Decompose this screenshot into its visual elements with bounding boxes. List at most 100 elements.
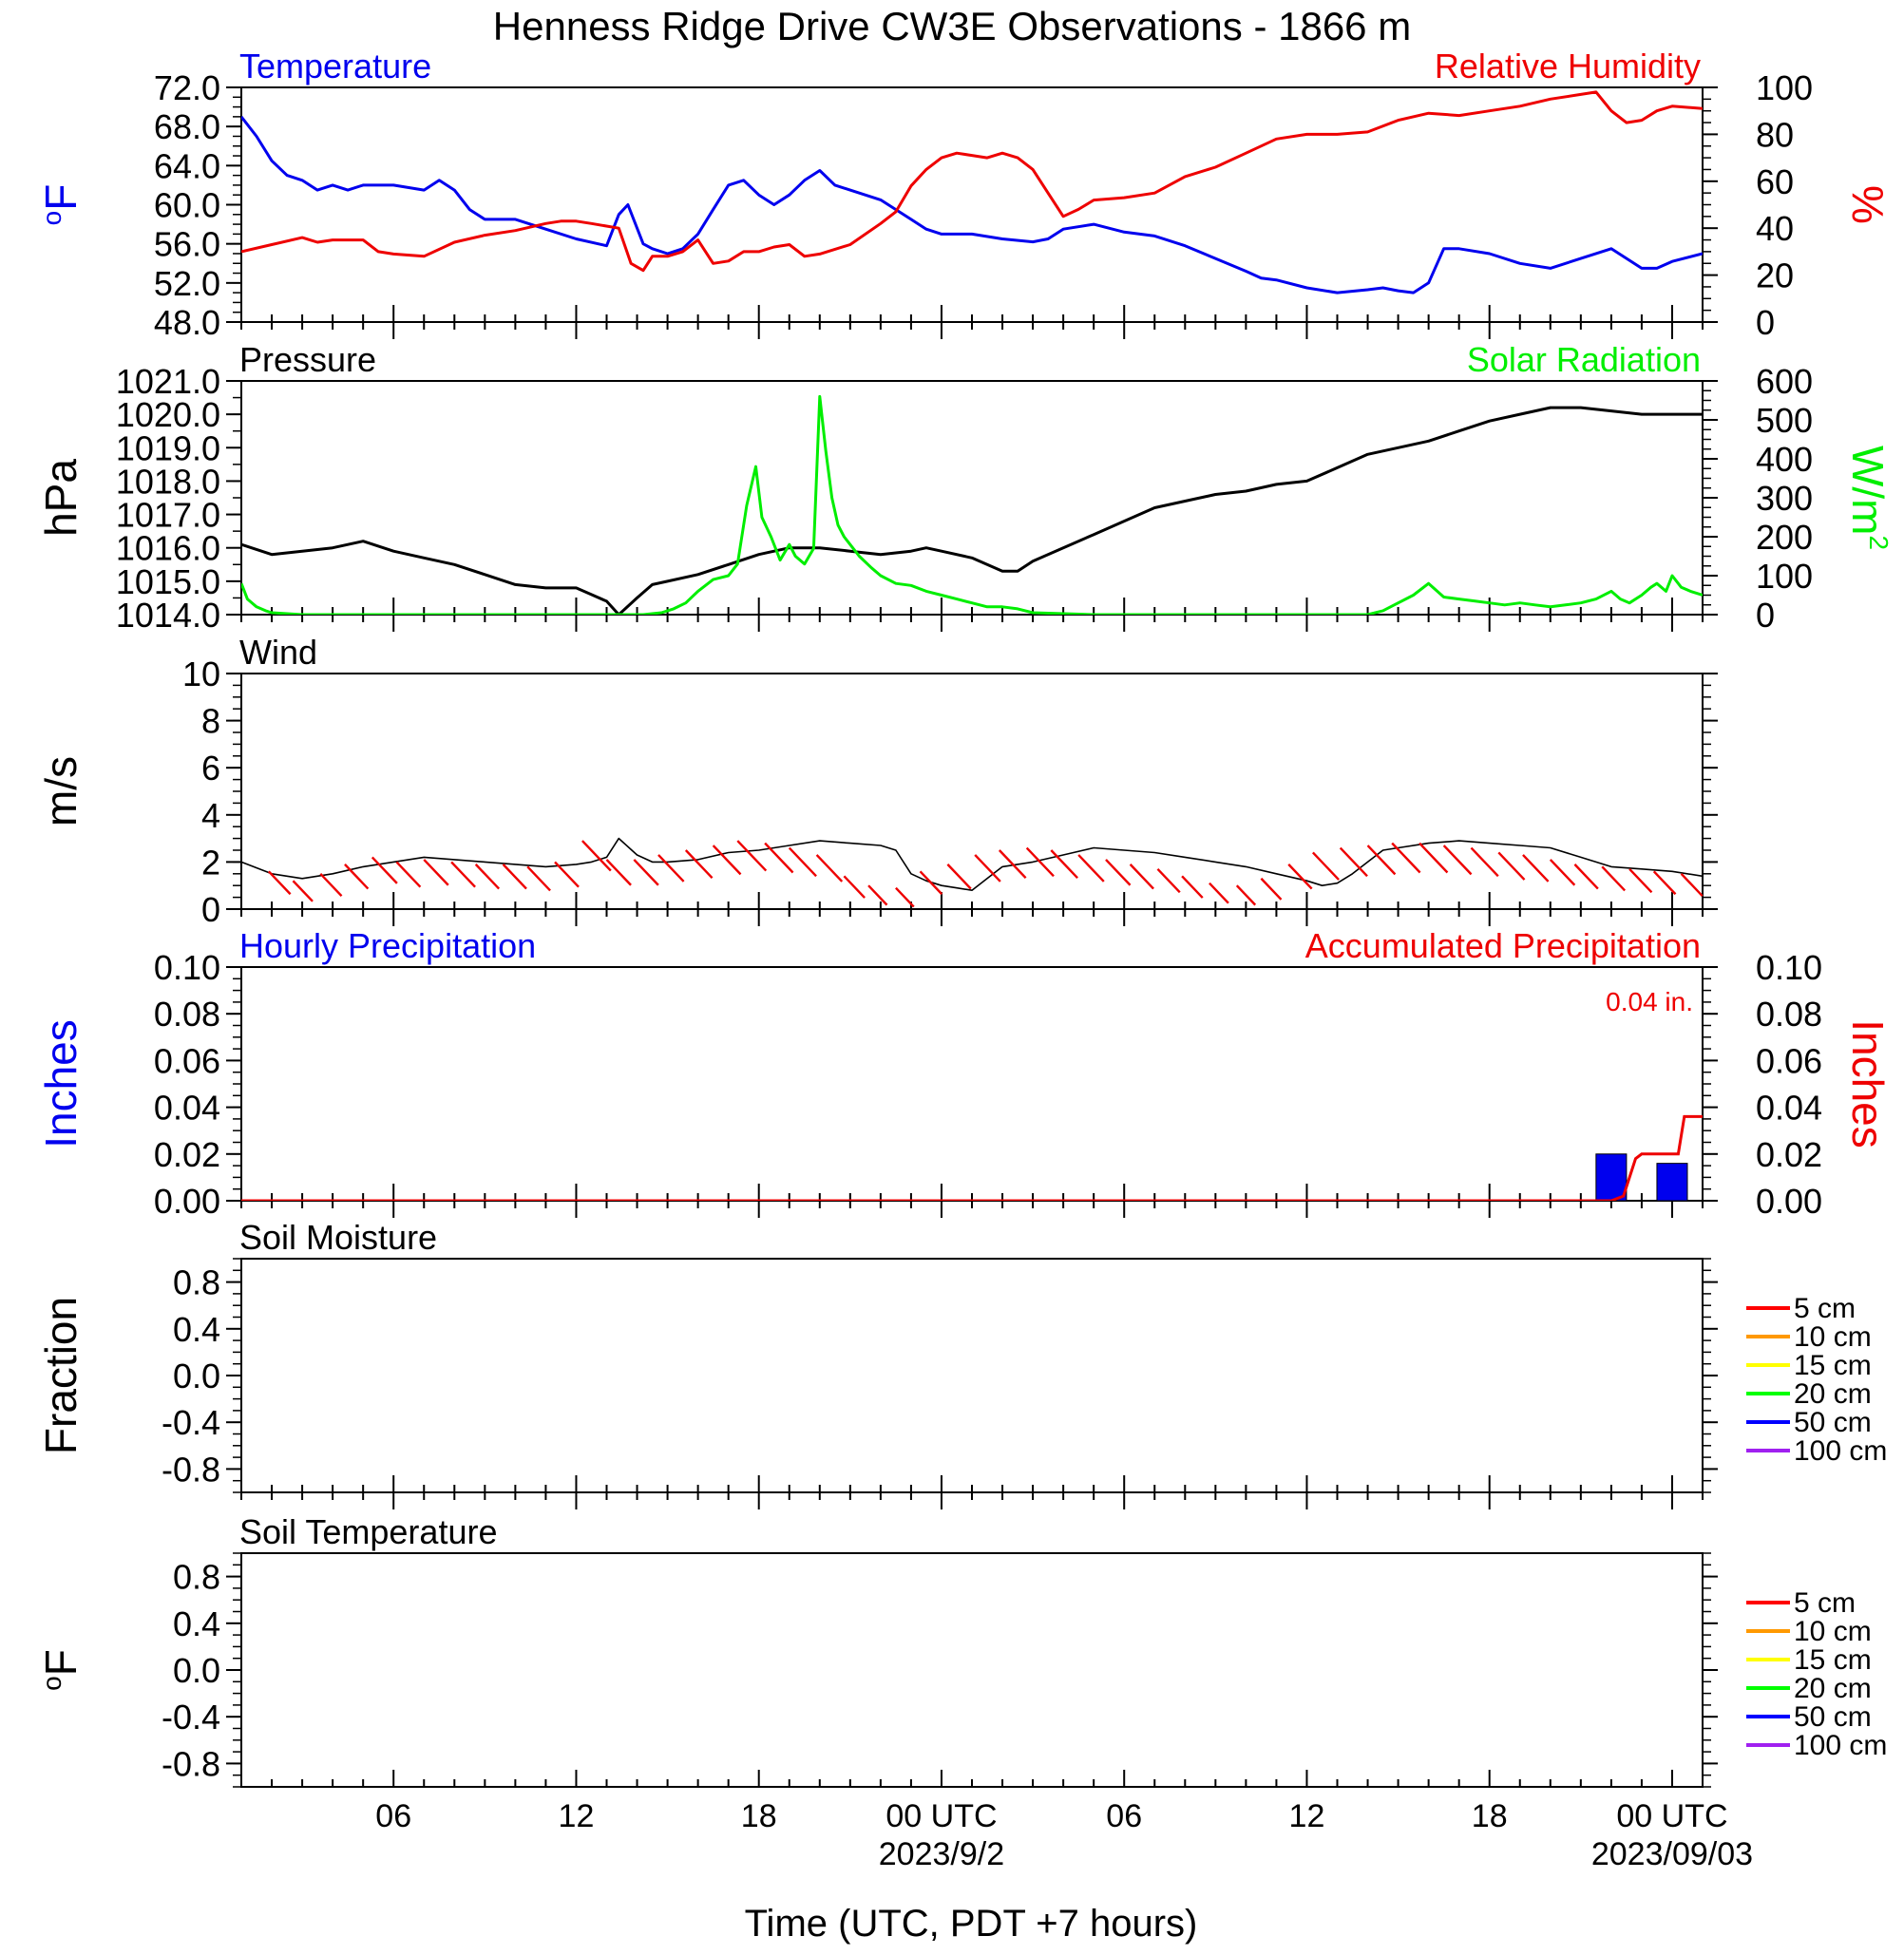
legend-label: 20 cm xyxy=(1794,1378,1872,1410)
wind-barb xyxy=(554,861,580,888)
wind-barb xyxy=(1105,859,1132,886)
panel-frame xyxy=(240,1258,1704,1493)
x-tick-label: 12 xyxy=(559,1798,595,1834)
y-unit-left: Inches xyxy=(36,1019,86,1148)
y-tick-label-right: 0.04 xyxy=(1756,1089,1822,1128)
x-date-label: 2023/09/03 xyxy=(1591,1836,1753,1872)
wind-barb xyxy=(946,864,972,890)
series-relative-humidity xyxy=(241,90,1703,273)
wind-barb xyxy=(895,886,915,908)
wind-barbs xyxy=(267,840,1704,908)
x-tick-label: 06 xyxy=(1106,1798,1142,1834)
y-tick-label-left: 4 xyxy=(201,796,220,835)
wind-barb xyxy=(1025,846,1055,878)
y-unit-right: W/m2 xyxy=(1843,446,1894,550)
hourly-precip-bar xyxy=(1656,1163,1688,1201)
panel-pressure_solar: 1021.01020.01019.01018.01017.01016.01015… xyxy=(36,340,1894,635)
wind-barb xyxy=(1442,845,1473,876)
y-tick-label-right: 0 xyxy=(1756,596,1775,635)
panel-title-left: Temperature xyxy=(239,47,431,85)
wind-barb xyxy=(1497,851,1526,881)
y-tick-label-right: 600 xyxy=(1756,362,1813,401)
y-tick-label-left: 64.0 xyxy=(154,146,220,185)
y-unit-left: Fraction xyxy=(36,1297,86,1454)
y-tick-label-left: 0.0 xyxy=(173,1651,220,1690)
degree-symbol: o xyxy=(37,211,67,226)
x-tick-label: 06 xyxy=(375,1798,411,1834)
wind-barb xyxy=(395,861,422,888)
y-unit-left: hPa xyxy=(36,459,86,537)
wind-barb xyxy=(712,845,742,876)
y-tick-label-right: 0.02 xyxy=(1756,1135,1822,1174)
y-tick-label-left: -0.4 xyxy=(162,1698,220,1737)
x-tick-label: 18 xyxy=(741,1798,777,1834)
superscript-2: 2 xyxy=(1864,535,1894,550)
x-date-label: 2023/9/2 xyxy=(879,1836,1004,1872)
series-solar-radiation xyxy=(241,394,1703,615)
wind-barb xyxy=(1287,864,1313,890)
wind-barb xyxy=(815,854,844,883)
x-tick-label: 12 xyxy=(1289,1798,1325,1834)
wind-barb xyxy=(1209,882,1229,904)
panel-frame xyxy=(240,1552,1704,1788)
panel-title-left: Soil Temperature xyxy=(239,1512,497,1551)
y-unit-left: oF xyxy=(36,1649,86,1691)
panel-precip: 0.10 0.08 0.06 0.04 0.02 0.00 0.10 0.08 0.06 0.04… xyxy=(36,926,1893,1221)
y-tick-label-left: 1018.0 xyxy=(116,462,220,501)
wind-barb xyxy=(1418,842,1449,874)
legend-label: 15 cm xyxy=(1794,1350,1872,1381)
wind-barb xyxy=(267,870,292,896)
y-tick-label-right: 0.08 xyxy=(1756,995,1822,1034)
panel-title-left: Wind xyxy=(239,633,317,672)
y-tick-label-left: 6 xyxy=(201,749,220,788)
panel-wind: 10 8 6 4 2 0 Wind m/s xyxy=(36,633,1718,929)
wind-barb xyxy=(657,854,685,883)
y-unit-right: % xyxy=(1843,185,1893,224)
wind-barb xyxy=(1680,872,1704,897)
wind-barb xyxy=(423,859,449,886)
y-tick-label-right: 400 xyxy=(1756,440,1813,479)
y-tick-label-right: 0.10 xyxy=(1756,948,1822,987)
y-tick-label-left: 1019.0 xyxy=(116,428,220,467)
wind-barb xyxy=(1156,868,1181,894)
wind-barb xyxy=(998,849,1027,880)
y-unit-left: m/s xyxy=(36,756,86,826)
wind-barb xyxy=(764,842,794,874)
wind-barb xyxy=(1181,875,1204,899)
wind-barb xyxy=(1077,854,1105,883)
wind-barb xyxy=(581,840,612,872)
plot-area xyxy=(241,90,1703,294)
x-tick-label: 18 xyxy=(1472,1798,1508,1834)
wind-barb xyxy=(736,840,768,872)
y-tick-label-left: 56.0 xyxy=(154,225,220,264)
wind-barb xyxy=(1366,845,1397,876)
legend-label: 100 cm xyxy=(1794,1730,1887,1761)
y-tick-label-left: 0.04 xyxy=(154,1089,220,1128)
y-tick-label-left: 48.0 xyxy=(154,303,220,342)
wind-barb xyxy=(1549,859,1576,886)
wind-barb xyxy=(1573,864,1599,890)
panel-frame xyxy=(240,86,1704,323)
y-tick-label-right: 0.00 xyxy=(1756,1182,1822,1221)
wind-barb xyxy=(605,859,632,886)
x-tick-label: 00 UTC xyxy=(1616,1798,1727,1834)
y-tick-label-left: 1017.0 xyxy=(116,496,220,535)
y-tick-label-left: 72.0 xyxy=(154,68,220,107)
legend-label: 5 cm xyxy=(1794,1587,1856,1619)
y-tick-label-right: 20 xyxy=(1756,256,1794,295)
wind-barb xyxy=(1601,865,1627,892)
y-tick-label-left: -0.4 xyxy=(162,1403,220,1442)
plot-area xyxy=(241,1114,1703,1201)
wind-barb xyxy=(371,856,398,884)
y-tick-label-right: 100 xyxy=(1756,557,1813,596)
wind-barb xyxy=(319,872,343,897)
figure-title: Henness Ridge Drive CW3E Observations - … xyxy=(493,4,1411,48)
wind-barb xyxy=(1339,846,1368,878)
wind-barb xyxy=(633,859,659,886)
y-tick-label-right: 40 xyxy=(1756,209,1794,248)
panel-frame xyxy=(240,380,1704,616)
legend-label: 15 cm xyxy=(1794,1644,1872,1676)
y-tick-label-left: 60.0 xyxy=(154,186,220,225)
